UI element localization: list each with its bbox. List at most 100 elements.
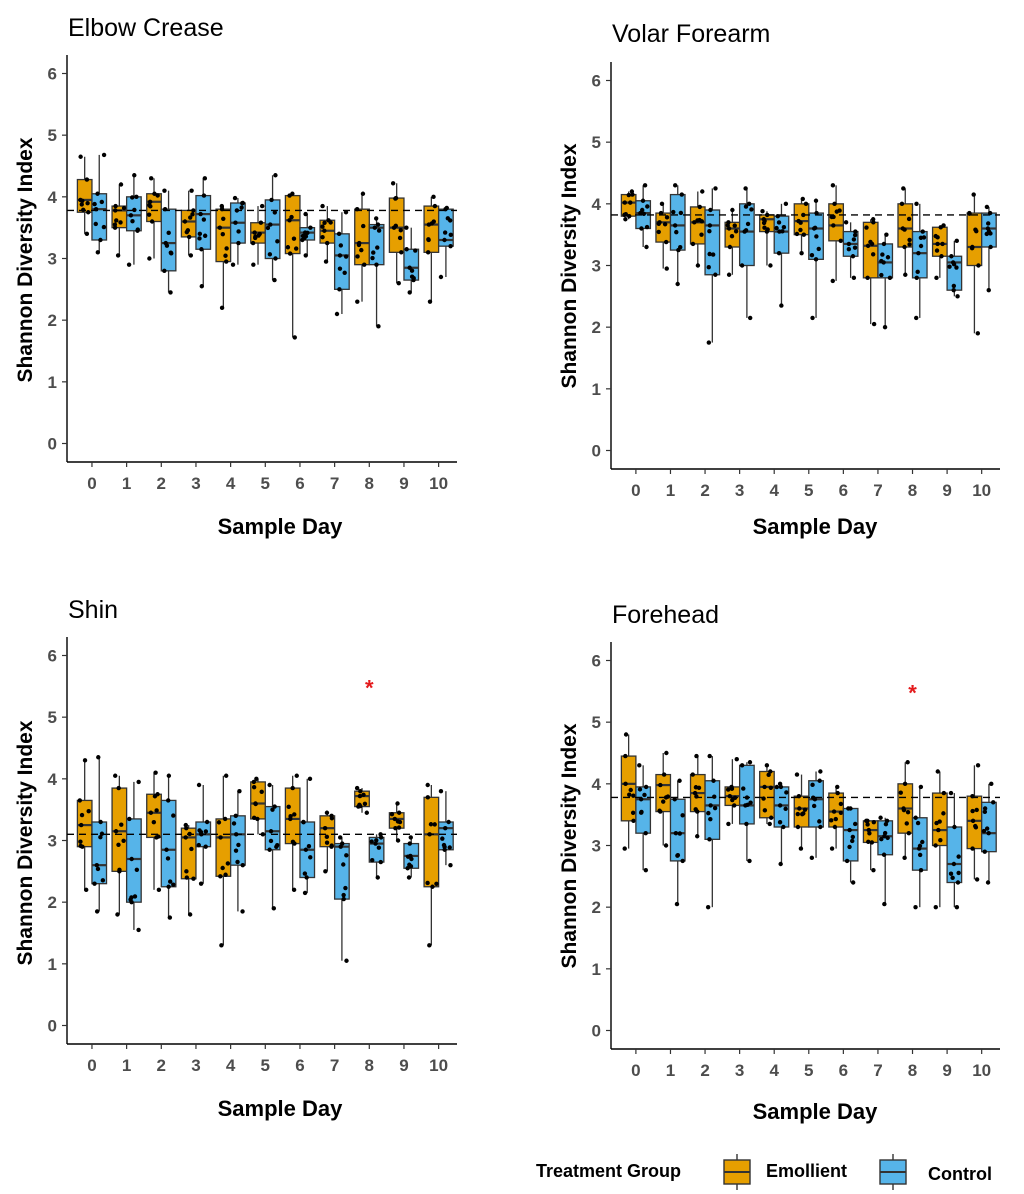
data-point: [304, 875, 309, 880]
data-point: [323, 869, 328, 874]
data-point: [711, 778, 716, 783]
data-point: [218, 835, 223, 840]
data-point: [905, 760, 910, 765]
data-point: [781, 224, 787, 230]
data-point: [364, 810, 370, 815]
box-emollient-day-6: [284, 773, 301, 893]
data-point: [956, 870, 961, 876]
box-iqr: [423, 205, 440, 253]
data-point: [885, 255, 891, 260]
data-point: [851, 275, 857, 281]
box-emollient-day-5: [793, 772, 810, 851]
data-point: [357, 802, 362, 808]
data-point: [967, 211, 972, 216]
x-tick-label: 2: [157, 1056, 166, 1075]
data-point: [149, 176, 154, 181]
data-point: [341, 892, 346, 898]
box-control-day-1: [669, 183, 686, 287]
data-point: [272, 277, 277, 283]
x-tick-label: 3: [191, 1056, 200, 1075]
box-iqr: [669, 798, 686, 862]
data-point: [639, 226, 644, 231]
data-point: [882, 324, 888, 330]
x-tick-label: 4: [226, 474, 236, 493]
data-point: [733, 229, 739, 234]
x-tick-label: 10: [972, 1061, 991, 1080]
data-point: [774, 225, 779, 231]
data-point: [113, 203, 118, 209]
data-point: [168, 290, 173, 295]
data-point: [189, 188, 194, 193]
data-point: [726, 821, 731, 827]
data-point: [442, 230, 448, 235]
data-point: [971, 192, 976, 197]
data-point: [184, 875, 190, 880]
data-point: [914, 201, 919, 207]
x-tick-label: 3: [191, 474, 200, 493]
x-tick-label: 10: [972, 481, 991, 500]
data-point: [390, 181, 396, 186]
data-point: [776, 250, 782, 256]
data-point: [343, 885, 348, 891]
data-point: [947, 264, 952, 269]
box-iqr: [319, 815, 336, 848]
data-point: [954, 904, 960, 910]
data-point: [184, 229, 190, 235]
data-point: [712, 794, 717, 799]
data-point: [761, 796, 766, 801]
data-point: [627, 792, 632, 797]
data-point: [950, 875, 955, 881]
box-iqr: [793, 795, 810, 828]
data-point: [659, 201, 665, 207]
data-point: [699, 219, 705, 224]
data-point: [850, 838, 855, 844]
data-point: [237, 788, 242, 794]
box-control-day-5: [264, 173, 281, 283]
box-emollient-day-10: [966, 192, 983, 336]
box-emollient-day-4: [215, 773, 232, 948]
data-point: [829, 846, 835, 851]
data-point: [240, 909, 245, 914]
data-point: [132, 173, 137, 178]
data-point: [203, 829, 209, 834]
data-point: [197, 236, 202, 241]
data-point: [343, 254, 349, 259]
panel-title: Shin: [68, 596, 118, 624]
data-point: [918, 243, 924, 249]
x-tick-label: 8: [908, 481, 917, 500]
box-emollient-day-6: [284, 191, 301, 340]
y-tick-label: 3: [592, 257, 601, 276]
data-point: [813, 225, 818, 231]
data-point: [272, 210, 278, 215]
data-point: [322, 228, 327, 233]
data-point: [85, 201, 90, 206]
data-point: [853, 229, 858, 234]
x-tick-label: 9: [399, 474, 408, 493]
data-point: [795, 811, 800, 817]
x-tick-label: 7: [873, 1061, 882, 1080]
data-point: [795, 824, 801, 830]
data-point: [865, 275, 870, 281]
data-point: [425, 880, 430, 886]
y-tick-label: 4: [48, 770, 58, 789]
box-iqr: [91, 193, 108, 241]
box-emollient-day-7: [319, 810, 336, 874]
data-point: [778, 861, 783, 867]
data-point: [156, 834, 161, 839]
box-emollient-day-0: [76, 758, 93, 893]
box-emollient-day-1: [111, 182, 128, 258]
data-point: [324, 834, 330, 840]
data-point: [198, 881, 204, 886]
data-point: [308, 855, 313, 860]
box-control-day-8: [368, 216, 385, 329]
data-point: [975, 331, 981, 336]
data-point: [287, 218, 292, 223]
box-emollient-day-2: [689, 189, 706, 268]
data-point: [866, 839, 871, 845]
x-tick-label: 8: [908, 1061, 917, 1080]
data-point: [354, 785, 360, 791]
data-point: [287, 251, 293, 256]
data-point: [811, 803, 817, 809]
box-emollient-day-1: [111, 773, 128, 917]
x-tick-label: 10: [429, 474, 448, 493]
